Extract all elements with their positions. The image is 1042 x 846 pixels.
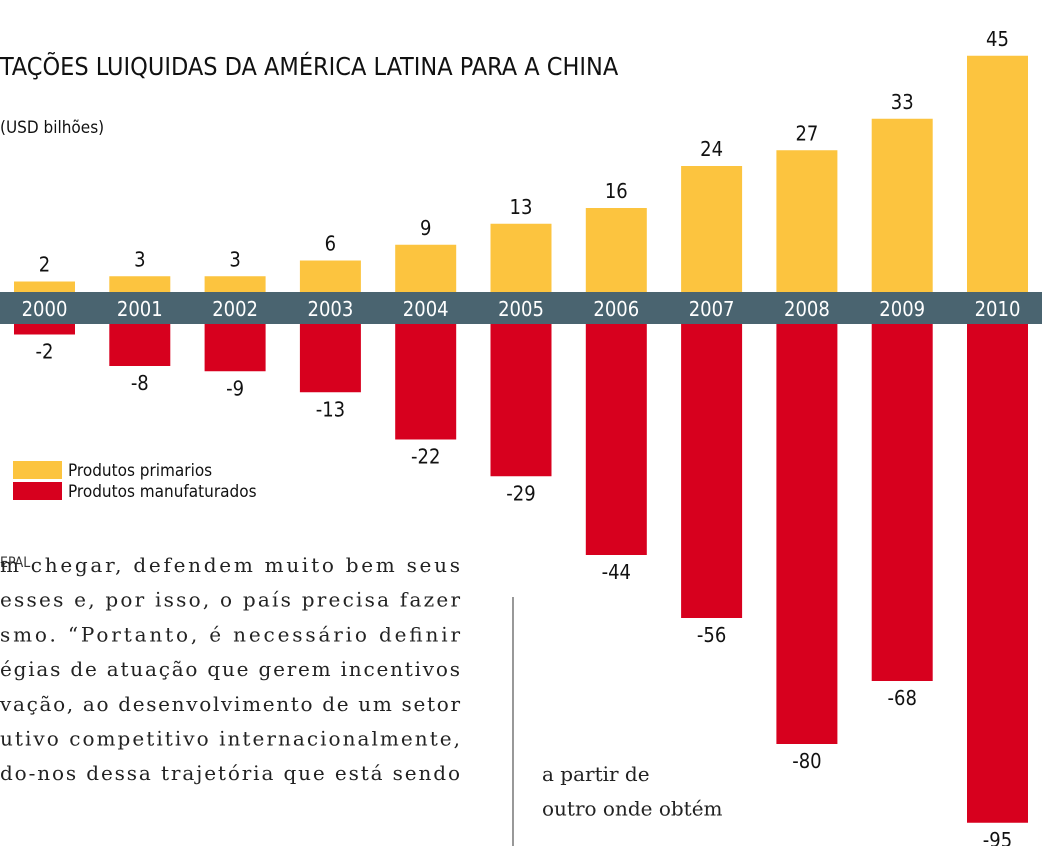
bar: [299, 324, 361, 393]
bar: [585, 324, 647, 555]
bar: [871, 324, 933, 681]
value-label: 27: [795, 121, 818, 145]
article-line: a partir de: [542, 762, 650, 786]
x-tick-label: 2005: [498, 297, 544, 321]
axis-band: [0, 292, 1042, 324]
chart-subtitle: (USD bilhões): [0, 118, 104, 138]
value-label: -13: [316, 397, 345, 421]
bar: [204, 276, 266, 292]
article-line: do-nos dessa trajetória que está sendo: [0, 761, 460, 785]
value-label: -29: [506, 481, 535, 505]
bar: [204, 324, 266, 372]
bar: [299, 260, 361, 292]
article-line: outro onde obtém: [542, 797, 723, 821]
bar: [109, 276, 171, 292]
value-label: 3: [134, 247, 145, 271]
bar: [395, 324, 457, 440]
bar: [681, 166, 743, 292]
value-label: 2: [39, 253, 50, 277]
x-tick-label: 2003: [308, 297, 354, 321]
value-label: 24: [700, 137, 723, 161]
value-label: 16: [605, 179, 628, 203]
x-tick-label: 2002: [212, 297, 258, 321]
value-label: -9: [226, 376, 244, 400]
x-tick-label: 2010: [975, 297, 1021, 321]
bar: [871, 118, 933, 292]
value-label: 45: [986, 27, 1009, 51]
bar: [776, 324, 838, 744]
bar: [14, 324, 75, 335]
value-label: 3: [229, 247, 240, 271]
bar: [585, 208, 647, 292]
value-label: -22: [411, 445, 440, 469]
bar: [776, 150, 838, 292]
x-tick-label: 2008: [784, 297, 830, 321]
bar: [490, 324, 552, 477]
value-label: -56: [697, 623, 726, 647]
value-label: 9: [420, 216, 431, 240]
chart-title: TAÇÕES LUIQUIDAS DA AMÉRICA LATINA PARA …: [0, 51, 619, 81]
bar: [967, 55, 1028, 292]
value-label: -95: [983, 828, 1012, 846]
bar: [490, 223, 552, 292]
value-label: -44: [602, 560, 631, 584]
article-line: vação, ao desenvolvimento de um setor: [0, 692, 460, 716]
chart-source: EPAL: [0, 555, 30, 571]
x-tick-label: 2009: [879, 297, 925, 321]
value-label: 6: [325, 232, 336, 256]
bar: [681, 324, 743, 618]
legend-swatch: [13, 461, 62, 479]
bar: [109, 324, 171, 366]
x-tick-label: 2000: [22, 297, 68, 321]
x-tick-label: 2007: [689, 297, 735, 321]
article-line: esses e, por isso, o país precisa fazer: [0, 588, 460, 612]
bar: [967, 324, 1028, 823]
x-tick-label: 2004: [403, 297, 449, 321]
legend-label: Produtos primarios: [68, 461, 212, 481]
x-tick-label: 2001: [117, 297, 163, 321]
value-label: -68: [888, 686, 917, 710]
value-label: -2: [36, 340, 54, 364]
legend-label: Produtos manufaturados: [68, 482, 257, 502]
bar: [395, 244, 457, 292]
article-line: utivo competitivo internacionalmente,: [0, 727, 460, 751]
value-label: -80: [792, 749, 821, 773]
x-tick-label: 2006: [593, 297, 639, 321]
value-label: -8: [131, 371, 149, 395]
legend-swatch: [13, 482, 62, 500]
article-line: égias de atuação que gerem incentivos: [0, 657, 460, 681]
value-label: 33: [891, 90, 914, 114]
bar: [14, 281, 75, 292]
article-line: smo. “Portanto, é necessário definir: [0, 622, 460, 646]
article-line: m chegar, defendem muito bem seus: [0, 553, 460, 577]
value-label: 13: [510, 195, 533, 219]
